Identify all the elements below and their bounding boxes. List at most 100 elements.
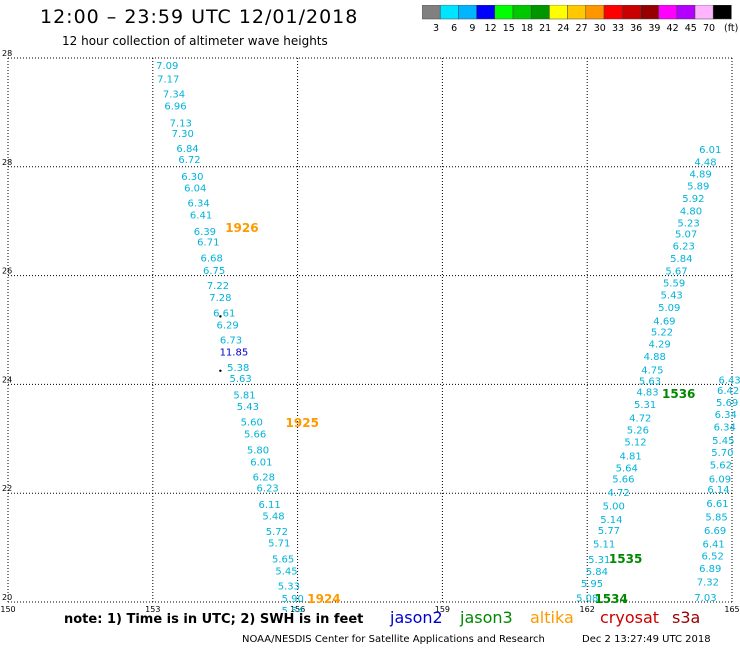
wave-height-value: 4.48: [694, 158, 716, 169]
wave-height-value: 7.13: [170, 119, 192, 130]
wave-height-value: 5.43: [661, 290, 683, 301]
x-tick-label: 156: [290, 605, 305, 612]
wave-height-value: 5.07: [675, 230, 697, 241]
wave-height-value: 5.54: [282, 606, 304, 612]
wave-height-value: 6.39: [194, 227, 216, 238]
wave-height-value: 7.28: [209, 293, 231, 304]
wave-height-value: 6.61: [706, 499, 728, 510]
wave-height-value: 4.29: [648, 339, 670, 350]
colorbar-label: 30: [594, 23, 606, 34]
wave-height-value: 6.68: [201, 253, 223, 264]
wave-height-value: 5.08: [576, 593, 598, 604]
wave-height-value: 5.12: [624, 437, 646, 448]
colorbar-label: 24: [557, 23, 569, 34]
y-tick-label: 26: [2, 267, 12, 276]
wave-height-value: 6.01: [250, 457, 272, 468]
legend-cryosat: cryosat: [600, 608, 660, 627]
wave-height-value: 6.75: [203, 266, 225, 277]
wave-height-value: 5.45: [712, 436, 734, 447]
wave-height-value: 6.71: [197, 238, 219, 249]
legend-altika: altika: [530, 608, 574, 627]
wave-height-value: 5.11: [593, 540, 615, 551]
wave-height-value: 6.23: [257, 484, 279, 495]
wave-height-value: 5.89: [687, 182, 709, 193]
timestamp: Dec 2 13:27:49 UTC 2018: [582, 634, 711, 645]
pass-number-label: 1926: [225, 221, 258, 235]
wave-height-value: 5.69: [716, 398, 738, 409]
wave-height-value: 5.45: [275, 566, 297, 577]
wave-height-value: 4.88: [644, 352, 666, 363]
wave-height-value: 6.41: [190, 210, 212, 221]
wave-height-value: 5.95: [581, 579, 603, 590]
wave-height-value: 6.11: [258, 500, 280, 511]
wave-height-value: 5.64: [616, 463, 638, 474]
wave-height-value: 4.72: [607, 488, 629, 499]
pass-number-label: 1925: [286, 416, 319, 430]
wave-height-value: 5.48: [262, 511, 284, 522]
x-tick-label: 150: [0, 605, 15, 612]
wave-height-value: 5.31: [634, 400, 656, 411]
legend-jason2: jason2: [390, 608, 443, 627]
wave-height-value: 5.70: [711, 448, 733, 459]
wave-height-value: 5.80: [247, 445, 269, 456]
wave-height-value: 5.66: [612, 474, 634, 485]
wave-height-value: 4.89: [689, 170, 711, 181]
wave-height-value: 6.28: [253, 473, 275, 484]
y-tick-label: 24: [2, 375, 12, 384]
wave-height-value: 6.30: [181, 172, 203, 183]
wave-height-value: 5.26: [627, 425, 649, 436]
colorbar-label: 3: [433, 23, 439, 34]
wave-height-value: 11.85: [220, 348, 249, 359]
wave-height-value: 6.52: [702, 552, 724, 563]
wave-height-value: 6.23: [673, 241, 695, 252]
wave-height-value: 5.38: [227, 363, 249, 374]
wave-height-value: 6.14: [707, 485, 729, 496]
colorbar-label: 33: [612, 23, 624, 34]
colorbar-label: 12: [485, 23, 497, 34]
wave-height-value: 5.09: [658, 303, 680, 314]
legend-jason3: jason3: [460, 608, 513, 627]
colorbar-label: (ft): [724, 23, 738, 34]
x-tick-label: 165: [724, 605, 739, 612]
wave-height-value: 5.14: [600, 515, 622, 526]
wave-height-value: 7.32: [697, 578, 719, 589]
wave-height-value: 6.29: [216, 320, 238, 331]
y-tick-label: 28: [2, 158, 12, 167]
y-tick-label: 28: [2, 49, 12, 58]
wave-height-value: 5.84: [586, 567, 608, 578]
chart-title: 12:00 – 23:59 UTC 12/01/2018: [40, 6, 359, 28]
colorbar-label: 70: [703, 23, 715, 34]
wave-height-value: 4.83: [636, 387, 658, 398]
wave-height-value: 5.62: [710, 461, 732, 472]
pass-number-label: 1535: [609, 552, 642, 566]
wave-height-value: 5.33: [278, 581, 300, 592]
wave-height-value: 5.23: [677, 219, 699, 230]
wave-height-value: 5.63: [639, 376, 661, 387]
colorbar-label: 27: [576, 23, 588, 34]
y-tick-label: 22: [2, 484, 12, 493]
wave-height-value: 6.34: [714, 423, 736, 434]
wave-height-value: 6.04: [184, 183, 206, 194]
x-tick-label: 159: [435, 605, 450, 612]
pass-number-label: 1534: [594, 592, 627, 606]
pass-number-label: 1536: [662, 387, 695, 401]
chart-subtitle: 12 hour collection of altimeter wave hei…: [62, 34, 328, 48]
wave-height-value: 6.42: [717, 386, 739, 397]
colorbar-swatch: [712, 5, 732, 20]
x-tick-label: 153: [145, 605, 160, 612]
wave-height-value: 5.63: [230, 374, 252, 385]
wave-height-value: 6.34: [715, 410, 737, 421]
wave-height-value: 5.60: [241, 418, 263, 429]
wave-height-value: 5.72: [266, 527, 288, 538]
colorbar-label: 18: [521, 23, 533, 34]
wave-height-value: 7.17: [157, 74, 179, 85]
wave-height-value: 6.41: [703, 540, 725, 551]
x-tick-label: 162: [580, 605, 595, 612]
colorbar-label: 39: [648, 23, 660, 34]
wave-height-value: 5.00: [603, 502, 625, 513]
wave-height-value: 7.30: [172, 129, 194, 140]
wave-height-value: 6.09: [709, 474, 731, 485]
color-legend: 3 6 9 12 15 18 21 24 27 30 33 36 39 42 45 70 (ft): [422, 5, 738, 34]
wave-height-value: 4.80: [680, 207, 702, 218]
wave-height-value: 5.92: [682, 194, 704, 205]
